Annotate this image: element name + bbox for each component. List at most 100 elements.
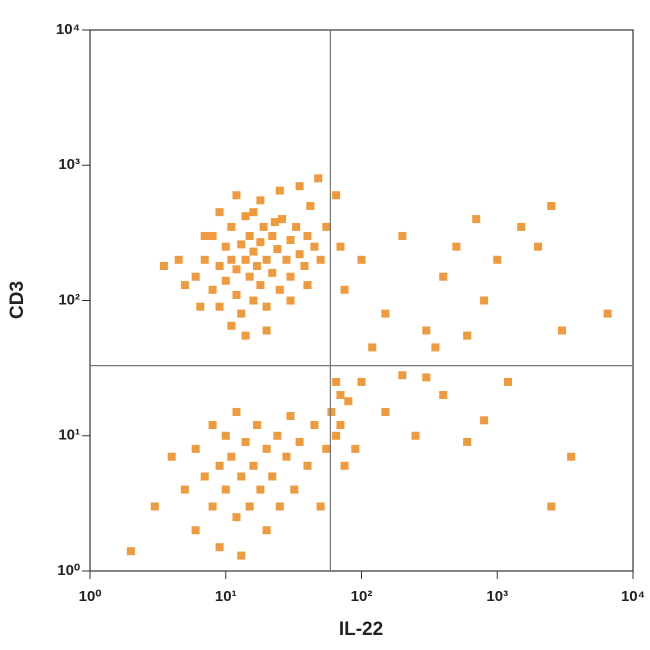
point (227, 452, 236, 461)
point (196, 302, 205, 311)
point (200, 255, 209, 264)
point (259, 222, 268, 231)
x-tick-label: 10² (351, 588, 373, 605)
point (262, 526, 271, 535)
point (357, 377, 366, 386)
point (191, 526, 200, 535)
point (344, 397, 353, 406)
point (256, 196, 265, 205)
point (180, 485, 189, 494)
point (174, 255, 183, 264)
point (398, 371, 407, 380)
point (262, 444, 271, 453)
x-tick-label: 10³ (486, 588, 508, 605)
point (227, 222, 236, 231)
point (227, 321, 236, 330)
point (303, 461, 312, 470)
x-tick-label: 10⁴ (621, 588, 645, 605)
point (381, 407, 390, 416)
point (253, 261, 262, 270)
point (290, 485, 299, 494)
point (398, 231, 407, 240)
point (547, 201, 556, 210)
point (340, 461, 349, 470)
point (336, 242, 345, 251)
point (275, 186, 284, 195)
point (327, 407, 336, 416)
point (303, 281, 312, 290)
point (208, 231, 217, 240)
point (422, 373, 431, 382)
point (126, 547, 135, 556)
points (126, 174, 612, 560)
point (278, 215, 287, 224)
point (547, 502, 556, 511)
point (241, 437, 250, 446)
point (480, 416, 489, 425)
point (558, 326, 567, 335)
point (322, 222, 331, 231)
point (314, 174, 323, 183)
point (249, 208, 258, 217)
point (381, 309, 390, 318)
x-tick-label: 10⁰ (79, 588, 102, 605)
point (227, 255, 236, 264)
point (286, 272, 295, 281)
point (200, 472, 209, 481)
x-tick-label: 10¹ (215, 588, 237, 605)
point (357, 255, 366, 264)
point (503, 377, 512, 386)
point (232, 290, 241, 299)
y-tick-label: 10⁰ (57, 562, 80, 579)
point (215, 208, 224, 217)
point (215, 261, 224, 270)
point (517, 222, 526, 231)
point (241, 331, 250, 340)
point (237, 472, 246, 481)
point (208, 421, 217, 430)
point (493, 255, 502, 264)
point (303, 231, 312, 240)
point (567, 452, 576, 461)
point (208, 285, 217, 294)
point (422, 326, 431, 335)
point (463, 331, 472, 340)
point (340, 285, 349, 294)
point (295, 182, 304, 191)
point (286, 411, 295, 420)
y-tick-label: 10² (58, 291, 80, 308)
point (310, 421, 319, 430)
point (480, 296, 489, 305)
point (270, 218, 279, 227)
point (237, 240, 246, 249)
point (332, 191, 341, 200)
y-axis-title: CD3 (7, 281, 28, 319)
point (463, 437, 472, 446)
point (439, 272, 448, 281)
point (221, 276, 230, 285)
point (368, 343, 377, 352)
point (241, 212, 250, 221)
point (232, 191, 241, 200)
point (180, 281, 189, 290)
point (472, 215, 481, 224)
point (232, 407, 241, 416)
point (273, 245, 282, 254)
point (439, 391, 448, 400)
point (268, 472, 277, 481)
point (215, 543, 224, 552)
point (191, 444, 200, 453)
point (295, 437, 304, 446)
point (200, 231, 209, 240)
point (249, 296, 258, 305)
point (411, 431, 420, 440)
point (245, 272, 254, 281)
point (232, 265, 241, 274)
point (275, 502, 284, 511)
point (332, 431, 341, 440)
point (249, 247, 258, 256)
point (262, 326, 271, 335)
point (351, 444, 360, 453)
point (215, 302, 224, 311)
